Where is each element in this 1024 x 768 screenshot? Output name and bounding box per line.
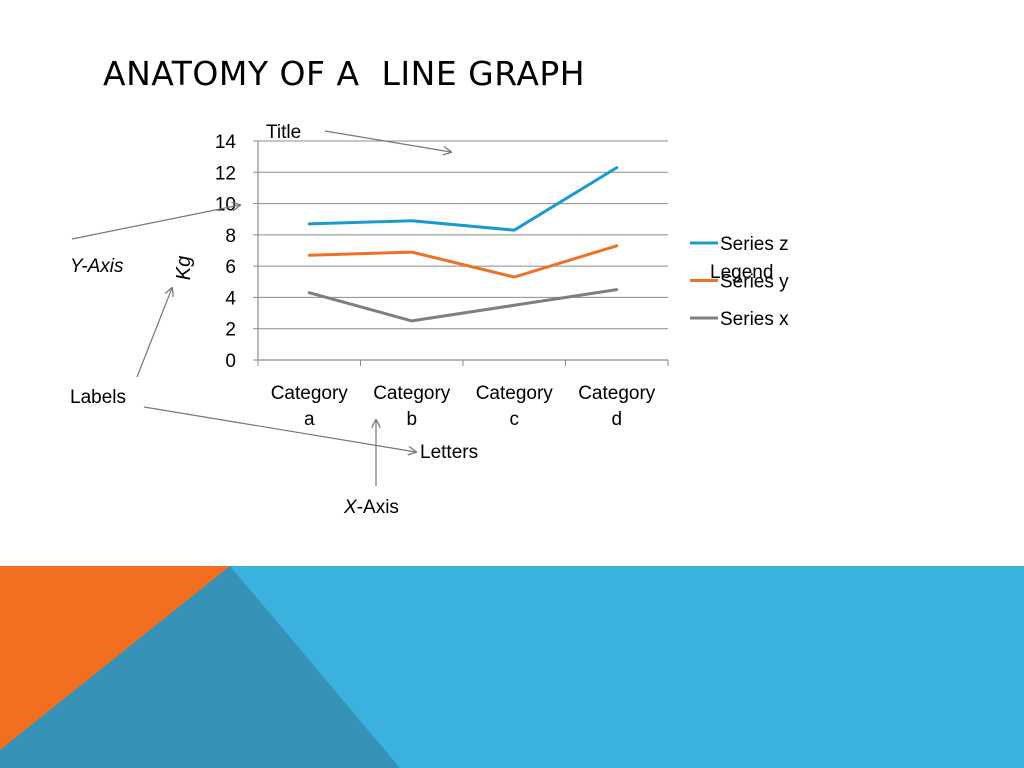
x-axis-annotation: X-Axis bbox=[344, 497, 399, 519]
labels-to-ylabel-arrow bbox=[136, 288, 172, 378]
legend-label-series-x: Series x bbox=[720, 309, 789, 330]
y-tick-labels: 0 2 4 6 8 10 12 14 bbox=[215, 132, 237, 372]
y-tick-label: 12 bbox=[215, 163, 236, 184]
decorative-band bbox=[0, 566, 1024, 768]
title-arrow bbox=[324, 130, 451, 152]
y-tick-label: 6 bbox=[225, 257, 236, 278]
x-tick-label: Category d bbox=[578, 383, 656, 430]
series-line-series-y bbox=[307, 244, 619, 279]
labels-annotation: Labels bbox=[70, 387, 126, 408]
x-tick-labels: Category a Category b Category c Category d bbox=[271, 383, 656, 430]
x-axis-suffix: -Axis bbox=[356, 497, 399, 518]
chart-gridlines bbox=[258, 140, 668, 330]
y-tick-label: 8 bbox=[225, 226, 236, 247]
y-axis-arrow bbox=[71, 205, 240, 240]
annotation-arrows bbox=[71, 130, 451, 486]
slide-title: ANATOMY OF A LINE GRAPH bbox=[103, 54, 586, 93]
x-tick-label: Category c bbox=[476, 383, 554, 430]
band-steel-triangle bbox=[0, 566, 400, 768]
y-tick-label: 14 bbox=[215, 132, 237, 153]
legend-label-series-z: Series z bbox=[720, 234, 789, 255]
legend-annotation: Legend bbox=[710, 262, 774, 283]
x-axis-variable: X bbox=[344, 497, 357, 518]
letters-annotation: Letters bbox=[420, 442, 479, 463]
chart-legend: Series z Series y Series x bbox=[690, 234, 789, 330]
series-line-series-z bbox=[307, 166, 619, 232]
x-tick-label: Category a bbox=[271, 383, 349, 430]
y-tick-label: 10 bbox=[215, 195, 236, 216]
chart-axes bbox=[253, 140, 669, 366]
y-tick-label: 4 bbox=[225, 288, 236, 309]
chart-series bbox=[307, 166, 619, 323]
series-line-series-x bbox=[307, 288, 619, 323]
y-tick-label: 0 bbox=[225, 351, 236, 372]
labels-to-letters-arrow bbox=[143, 406, 416, 452]
title-annotation: Title bbox=[266, 122, 302, 143]
legend-label-series-y: Series y bbox=[720, 272, 789, 293]
y-axis-label: Kg bbox=[173, 256, 195, 280]
x-tick-label: Category b bbox=[373, 383, 451, 430]
y-axis-annotation: Y-Axis bbox=[70, 256, 124, 277]
y-tick-label: 2 bbox=[225, 320, 236, 341]
